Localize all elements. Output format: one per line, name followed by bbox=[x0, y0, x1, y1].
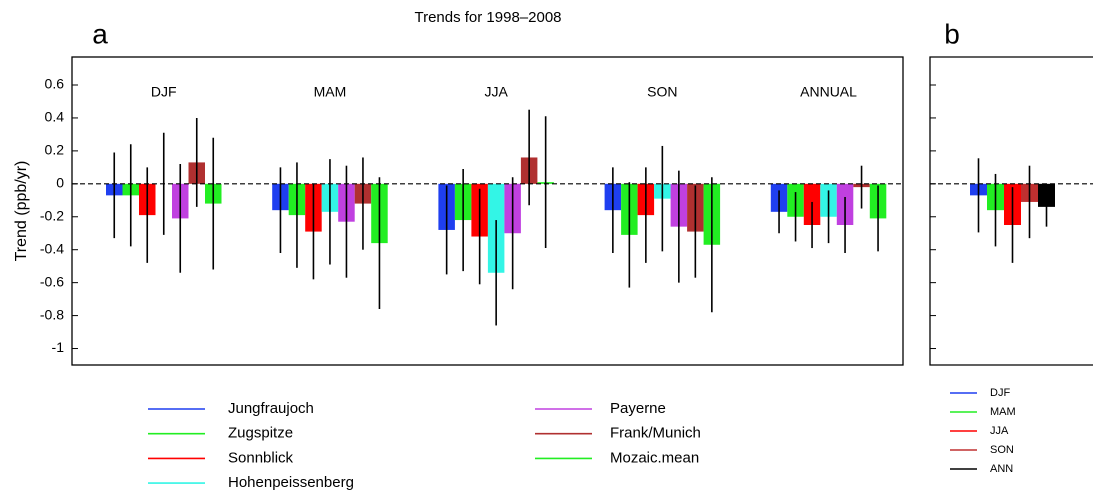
legend-label: MAM bbox=[990, 406, 1016, 418]
legend-label: Frank/Munich bbox=[610, 425, 701, 442]
category-label: JJA bbox=[484, 84, 508, 100]
category-label: ANNUAL bbox=[800, 84, 857, 100]
y-tick-label: -0.2 bbox=[40, 207, 64, 223]
legend-label: JJA bbox=[990, 425, 1009, 437]
y-axis-label: Trend (ppb/yr) bbox=[13, 161, 30, 262]
legend-label: DJF bbox=[990, 387, 1010, 399]
category-label: DJF bbox=[151, 84, 177, 100]
panel-label: a bbox=[92, 18, 108, 49]
y-tick-label: 0.2 bbox=[45, 142, 65, 158]
legend-label: Jungfraujoch bbox=[228, 400, 314, 417]
legend-label: Mozaic.mean bbox=[610, 449, 699, 466]
axis-frame bbox=[71, 56, 904, 366]
category-label: SON bbox=[647, 84, 677, 100]
category-label: MAM bbox=[314, 84, 347, 100]
y-tick-label: -1 bbox=[52, 339, 65, 355]
y-tick-label: 0.4 bbox=[45, 109, 65, 125]
panel-label: b bbox=[944, 18, 960, 49]
legend-label: Hohenpeissenberg bbox=[228, 474, 354, 491]
legend-label: Payerne bbox=[610, 400, 666, 417]
axis-frame bbox=[929, 56, 1093, 366]
y-tick-label: 0 bbox=[56, 175, 64, 191]
legend-label: SON bbox=[990, 444, 1014, 456]
y-tick-label: 0.6 bbox=[45, 76, 65, 92]
y-tick-label: -0.6 bbox=[40, 273, 64, 289]
legend-label: Zugspitze bbox=[228, 425, 293, 442]
chart-title: Trends for 1998–2008 bbox=[414, 9, 561, 26]
y-tick-label: -0.4 bbox=[40, 240, 64, 256]
y-tick-label: -0.8 bbox=[40, 306, 64, 322]
legend-label: Sonnblick bbox=[228, 449, 294, 466]
legend-label: ANN bbox=[990, 463, 1013, 475]
